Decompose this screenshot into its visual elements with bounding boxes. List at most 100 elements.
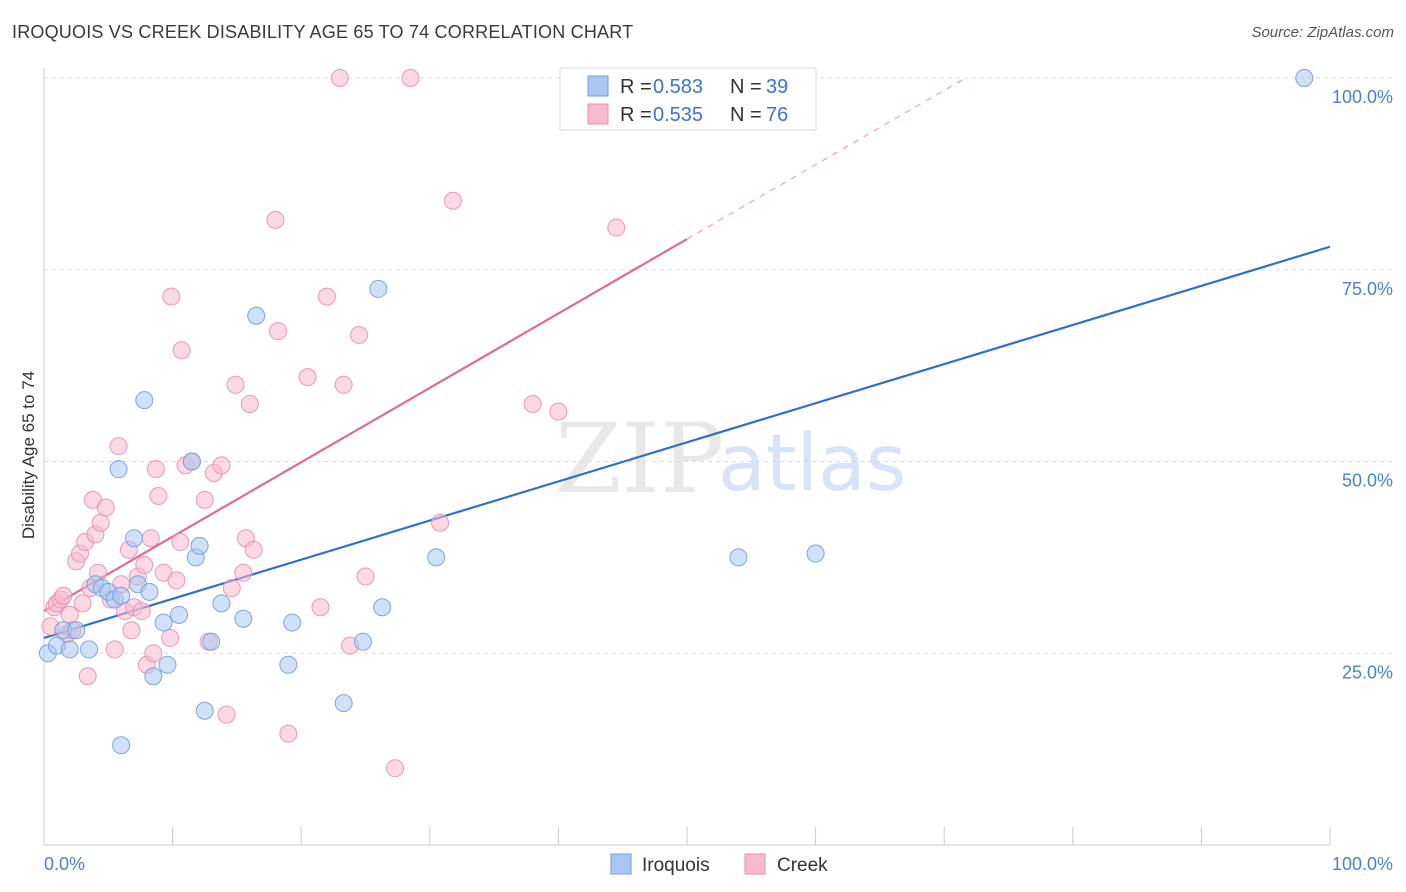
creek-point	[146, 460, 165, 479]
trend-line-creek	[43, 238, 688, 613]
iroquois-point	[1295, 69, 1314, 87]
creek-point	[350, 325, 369, 344]
creek-point	[105, 640, 124, 659]
iroquois-point	[170, 605, 189, 624]
creek-point	[431, 513, 450, 532]
iroquois-point	[247, 306, 266, 325]
creek-point	[279, 724, 298, 743]
chart-source: Source: ZipAtlas.com	[1251, 24, 1394, 41]
iroquois-point	[729, 548, 748, 567]
legend-swatch-iroquois	[587, 75, 609, 97]
iroquois-point	[334, 694, 353, 713]
iroquois-point	[80, 640, 99, 659]
creek-point	[212, 456, 231, 475]
chart-title: IROQUOIS VS CREEK DISABILITY AGE 65 TO 7…	[12, 22, 634, 42]
bottom-legend-label-creek: Creek	[777, 855, 828, 876]
creek-point	[144, 644, 163, 663]
bottom-legend: Iroquois Creek	[610, 853, 828, 876]
trend-line-iroquois	[43, 245, 1331, 639]
creek-point	[226, 375, 245, 394]
creek-point	[162, 287, 181, 306]
creek-point	[269, 322, 288, 341]
x-tick-label: 0.0%	[44, 854, 85, 874]
creek-point	[122, 621, 141, 640]
creek-point	[217, 705, 236, 724]
y-tick-label: 75.0%	[1342, 279, 1393, 299]
iroquois-point	[112, 586, 131, 605]
y-tick-label: 100.0%	[1332, 87, 1393, 107]
legend-r-label-creek: R =	[620, 104, 652, 126]
bottom-legend-swatch-iroquois	[610, 853, 632, 875]
iroquois-point	[279, 655, 298, 674]
legend-n-value-creek: 76	[766, 104, 788, 126]
creek-point	[132, 602, 151, 621]
data-points	[38, 69, 1314, 778]
creek-point	[356, 567, 375, 586]
y-axis-label: Disability Age 65 to 74	[19, 371, 38, 539]
iroquois-point	[109, 460, 128, 479]
iroquois-point	[234, 609, 253, 628]
legend-r-label-iroquois: R =	[620, 76, 652, 98]
creek-point	[149, 487, 168, 506]
iroquois-point	[112, 736, 131, 755]
iroquois-point	[182, 452, 201, 471]
trend-line-creek-extension	[686, 77, 966, 240]
x-tick-label: 100.0%	[1332, 854, 1393, 874]
grid-lines	[44, 77, 1392, 654]
watermark-atlas: atlas	[718, 419, 907, 509]
iroquois-point	[212, 594, 231, 613]
iroquois-point	[67, 621, 86, 640]
legend-r-value-iroquois: 0.583	[653, 76, 703, 98]
iroquois-point	[373, 598, 392, 617]
iroquois-point	[283, 613, 302, 632]
creek-point	[96, 498, 115, 517]
creek-point	[172, 341, 191, 360]
tick-labels: 25.0% 50.0% 75.0% 100.0% 0.0% 100.0%	[44, 87, 1393, 874]
creek-point	[54, 586, 73, 605]
watermark-zip: ZIP	[555, 403, 724, 515]
legend-n-label-iroquois: N =	[730, 76, 762, 98]
iroquois-point	[806, 544, 825, 563]
iroquois-point	[154, 613, 173, 632]
trend-lines	[43, 77, 1331, 639]
creek-point	[73, 594, 92, 613]
y-tick-label: 50.0%	[1342, 471, 1393, 491]
iroquois-point	[353, 632, 372, 651]
iroquois-point	[427, 548, 446, 567]
creek-point	[334, 375, 353, 394]
creek-point	[401, 69, 420, 87]
legend-r-value-creek: 0.535	[653, 104, 703, 126]
creek-point	[195, 490, 214, 509]
creek-point	[266, 210, 285, 229]
iroquois-point	[369, 279, 388, 298]
iroquois-point	[60, 640, 79, 659]
creek-point	[549, 402, 568, 421]
iroquois-point	[195, 701, 214, 720]
bottom-legend-label-iroquois: Iroquois	[642, 855, 710, 876]
watermark: ZIP atlas	[555, 403, 907, 515]
bottom-legend-swatch-creek	[744, 853, 766, 875]
creek-point	[91, 513, 110, 532]
creek-point	[135, 556, 154, 575]
creek-point	[222, 579, 241, 598]
iroquois-point	[202, 632, 221, 651]
creek-point	[244, 540, 263, 559]
creek-point	[167, 571, 186, 590]
iroquois-point	[190, 536, 209, 555]
creek-point	[523, 394, 542, 413]
iroquois-point	[158, 655, 177, 674]
iroquois-point	[144, 667, 163, 686]
creek-point	[78, 667, 97, 686]
legend: R = 0.583 N = 39 R = 0.535 N = 76	[559, 67, 817, 131]
creek-point	[311, 598, 330, 617]
creek-point	[171, 533, 190, 552]
y-tick-label: 25.0%	[1342, 662, 1393, 682]
creek-point	[109, 437, 128, 456]
creek-point	[240, 394, 259, 413]
legend-swatch-creek	[587, 103, 609, 125]
iroquois-point	[140, 582, 159, 601]
creek-point	[317, 287, 336, 306]
creek-point	[607, 218, 626, 237]
creek-point	[386, 759, 405, 778]
axes	[43, 68, 1331, 846]
